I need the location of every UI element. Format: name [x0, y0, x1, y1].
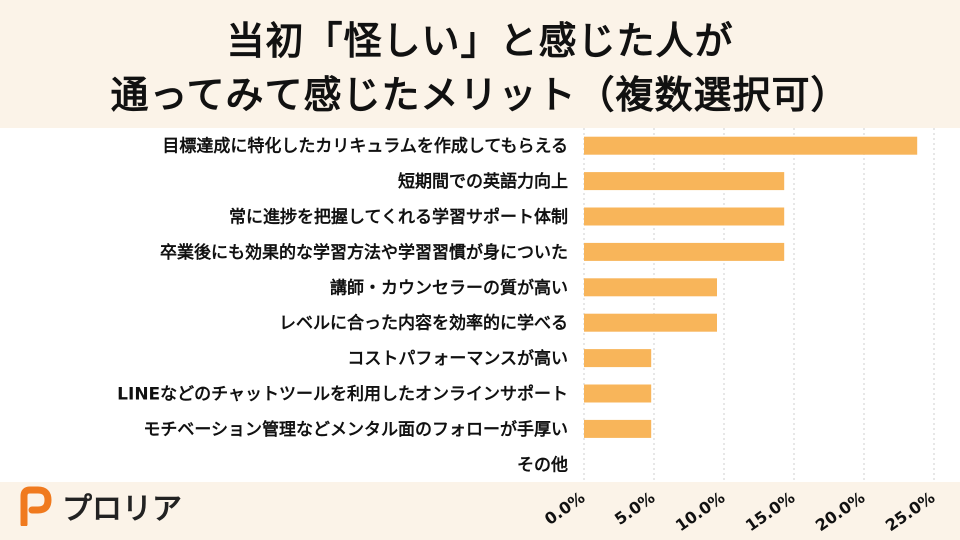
x-tick-label: 5.0%: [611, 488, 658, 529]
bar: [584, 207, 785, 226]
x-tick-label: 0.0%: [541, 488, 588, 529]
category-label: LINEなどのチャットツールを利用したオンラインサポート: [117, 384, 568, 405]
brand-logo: プロリア: [18, 486, 182, 527]
bar: [584, 278, 717, 297]
category-label: 目標達成に特化したカリキュラムを作成してもらえる: [162, 136, 568, 157]
bar: [584, 136, 918, 155]
brand-logo-icon: [20, 486, 52, 526]
bar: [584, 242, 785, 261]
bar: [584, 419, 652, 438]
x-tick-label: 15.0%: [742, 488, 798, 535]
category-label: モチベーション管理などメンタル面のフォローが手厚い: [143, 419, 568, 440]
category-label: 短期間での英語力向上: [398, 171, 568, 192]
chart-title-line1: 当初「怪しい」と感じた人が: [226, 19, 734, 63]
x-tick-label: 25.0%: [882, 488, 938, 535]
category-label: 常に進捗を把握してくれる学習サポート体制: [229, 207, 568, 228]
category-label: 卒業後にも効果的な学習方法や学習習慣が身についた: [160, 242, 568, 263]
category-label: 講師・カウンセラーの質が高い: [330, 277, 568, 298]
bar: [584, 313, 717, 332]
category-label: その他: [517, 454, 568, 475]
brand-name: プロリア: [62, 492, 182, 527]
category-label: コストパフォーマンスが高い: [347, 348, 568, 369]
x-tick-label: 20.0%: [812, 488, 868, 535]
chart-title-line2: 通ってみて感じたメリット（複数選択可）: [110, 73, 850, 117]
plot-background: [0, 128, 960, 482]
category-label: レベルに合った内容を効率的に学べる: [279, 313, 568, 334]
bar: [584, 384, 652, 403]
x-tick-label: 10.0%: [672, 488, 728, 535]
bar: [584, 172, 785, 191]
bar: [584, 349, 652, 368]
